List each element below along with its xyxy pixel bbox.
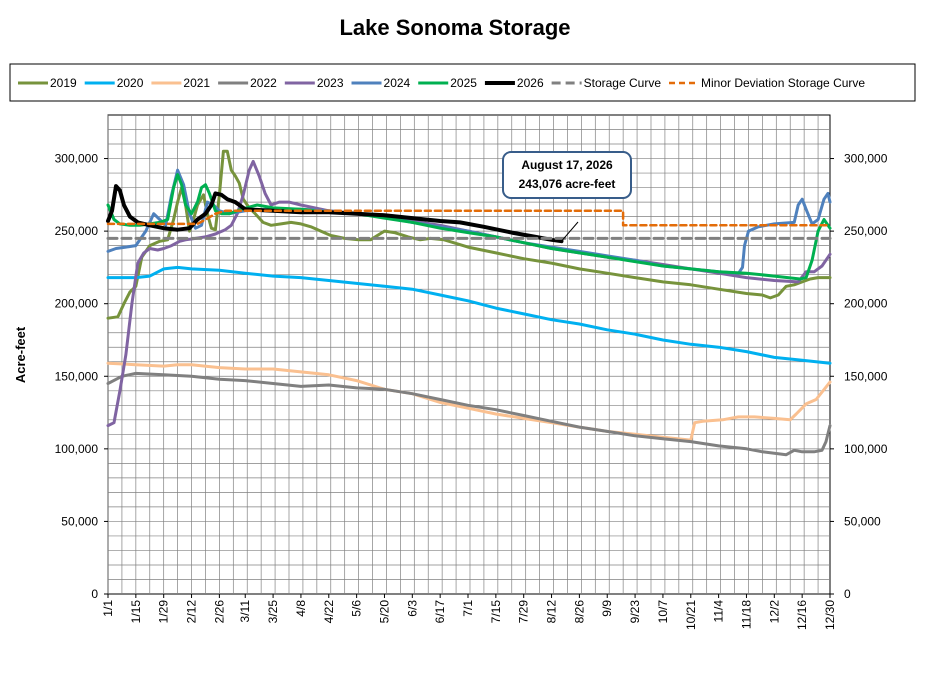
- x-tick-label: 1/15: [129, 600, 143, 624]
- x-tick-label: 2/26: [212, 600, 226, 624]
- x-tick-label: 6/3: [405, 600, 419, 617]
- y-tick-label-right: 300,000: [844, 152, 888, 166]
- y-tick-label-left: 150,000: [55, 369, 99, 383]
- y-tick-label-left: 50,000: [61, 514, 98, 528]
- series-line-2022: [106, 371, 832, 457]
- y-tick-label-right: 100,000: [844, 442, 888, 456]
- x-tick-label: 12/30: [823, 600, 837, 630]
- y-tick-label-right: 0: [844, 587, 851, 601]
- legend-label-2023: 2023: [317, 76, 344, 90]
- x-tick-label: 5/20: [377, 600, 391, 624]
- y-tick-label-left: 0: [91, 587, 98, 601]
- x-tick-label: 4/8: [294, 600, 308, 617]
- legend-label-2020: 2020: [117, 76, 144, 90]
- y-tick-label-right: 200,000: [844, 297, 888, 311]
- x-tick-label: 10/7: [656, 600, 670, 624]
- legend-label-2024: 2024: [384, 76, 411, 90]
- series-line-2019: [106, 149, 832, 320]
- x-tick-label: 1/29: [157, 600, 171, 624]
- legend: 2019 2020 2021 2022 2023 2024 2025 2026 Storage …: [9, 63, 916, 102]
- legend-label-2025: 2025: [450, 76, 477, 90]
- series-line-2021: [106, 361, 832, 442]
- series-line-2020: [106, 265, 832, 365]
- x-tick-label: 7/15: [489, 600, 503, 624]
- x-tick-label: 12/16: [795, 600, 809, 630]
- plot-area-border: [107, 114, 831, 595]
- y-tick-label-left: 300,000: [55, 152, 99, 166]
- x-tick-label: 12/2: [767, 600, 781, 624]
- series-line-2026: [106, 184, 564, 244]
- x-tick-label: 5/6: [350, 600, 364, 617]
- y-tick-label-left: 100,000: [55, 442, 99, 456]
- series-line-minor-deviation-storage-curve: [106, 209, 832, 227]
- x-tick-label: 7/29: [517, 600, 531, 624]
- x-tick-label: 4/22: [322, 600, 336, 624]
- series-line-2025: [106, 173, 832, 281]
- y-tick-label-right: 50,000: [844, 514, 881, 528]
- y-tick-label-left: 200,000: [55, 297, 99, 311]
- annotation-line-2: 243,076 acre-feet: [519, 177, 616, 191]
- x-tick-label: 10/21: [684, 600, 698, 630]
- x-tick-label: 8/26: [572, 600, 586, 624]
- legend-label-2026: 2026: [517, 76, 544, 90]
- legend-label-2021: 2021: [183, 76, 210, 90]
- x-tick-label: 11/4: [712, 600, 726, 623]
- x-tick-label: 8/12: [545, 600, 559, 624]
- series-lines: [106, 149, 832, 457]
- chart-title: Lake Sonoma Storage: [339, 15, 570, 40]
- y-tick-label-left: 250,000: [55, 224, 99, 238]
- y-tick-label-right: 150,000: [844, 369, 888, 383]
- x-tick-label: 9/9: [600, 600, 614, 617]
- y-axis-label: Acre-feet: [13, 326, 28, 383]
- x-tick-label: 3/25: [266, 600, 280, 624]
- legend-label-storage-curve: Storage Curve: [584, 76, 662, 90]
- x-tick-label: 9/23: [628, 600, 642, 624]
- x-tick-label: 11/18: [739, 600, 753, 629]
- legend-label-2022: 2022: [250, 76, 277, 90]
- annotation-arrow: [561, 221, 579, 242]
- legend-items: 2019 2020 2021 2022 2023 2024 2025 2026 Storage …: [18, 76, 865, 90]
- legend-label-minor-deviation-storage-curve: Minor Deviation Storage Curve: [701, 76, 865, 90]
- annotation-line-1: August 17, 2026: [521, 158, 613, 172]
- x-tick-label: 3/11: [238, 600, 252, 623]
- y-tick-label-right: 250,000: [844, 224, 888, 238]
- axes: 0 0 50,000 50,000 100,000 100,000 150,000 150,0…: [55, 152, 888, 630]
- x-tick-label: 7/1: [461, 600, 475, 617]
- x-tick-label: 6/17: [433, 600, 447, 624]
- x-tick-label: 1/1: [101, 600, 115, 617]
- annotation-box: [502, 151, 632, 199]
- legend-label-2019: 2019: [50, 76, 77, 90]
- x-tick-label: 2/12: [185, 600, 199, 624]
- annotation-callout: August 17, 2026 243,076 acre-feet: [502, 151, 632, 242]
